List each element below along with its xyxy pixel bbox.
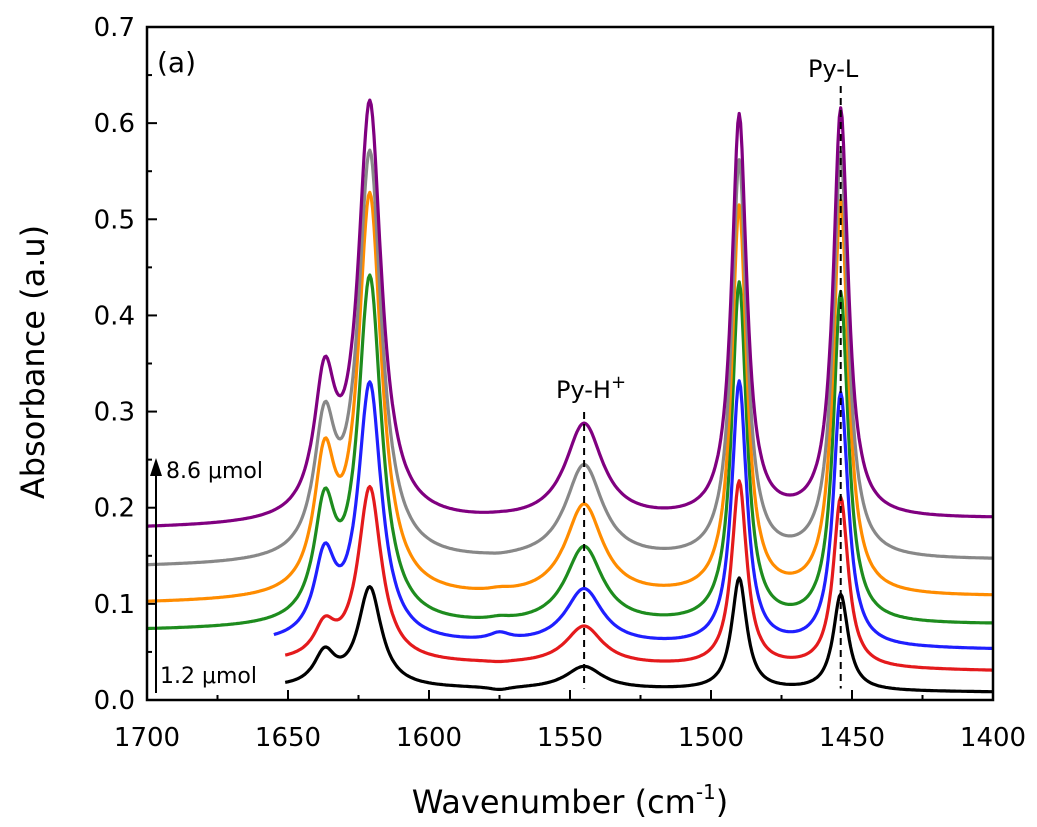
x-tick-label-1650: 1650 xyxy=(255,723,321,753)
series-line-2 xyxy=(284,479,994,672)
series-line-1 xyxy=(284,576,994,694)
annotation-py-h-sup: + xyxy=(611,372,626,393)
series-line-7 xyxy=(146,98,994,528)
annotation-py-l: Py-L xyxy=(808,55,859,83)
series-line-5 xyxy=(146,190,994,603)
x-tick-label-1550: 1550 xyxy=(537,723,603,753)
x-axis-title: Wavenumber (cm-1) xyxy=(412,780,729,821)
y-axis-title: Absorbance (a.u) xyxy=(14,225,52,499)
x-axis-title-sup: -1 xyxy=(696,780,716,804)
x-tick-label-1600: 1600 xyxy=(396,723,462,753)
x-tick-label-1500: 1500 xyxy=(678,723,744,753)
panel-label: (a) xyxy=(157,46,196,79)
y-tick-label-0: 0.0 xyxy=(94,686,135,716)
dashed-guides xyxy=(583,86,842,689)
arrow-head xyxy=(150,458,162,476)
y-tick-label-1: 0.1 xyxy=(94,590,135,620)
x-axis-title-close: ) xyxy=(716,783,728,821)
y-tick-label-6: 0.6 xyxy=(94,109,135,139)
y-tick-label-3: 0.3 xyxy=(94,398,135,428)
x-axis-title-text: Wavenumber (cm xyxy=(412,783,696,821)
y-tick-label-2: 0.2 xyxy=(94,494,135,524)
annotation-py-h: Py-H+ xyxy=(556,372,626,404)
y-tick-label-7: 0.7 xyxy=(94,13,135,43)
plot-frame xyxy=(145,25,995,702)
series-line-3 xyxy=(273,379,994,650)
x-tick-label-1700: 1700 xyxy=(114,723,180,753)
series-line-6 xyxy=(146,148,994,567)
y-axis-ticks: 0.0 0.1 0.2 0.3 0.4 0.5 0.6 0.7 xyxy=(94,13,157,716)
x-tick-label-1400: 1400 xyxy=(960,723,1026,753)
annotation-bottom-amount: 1.2 μmol xyxy=(160,664,257,689)
x-tick-label-1450: 1450 xyxy=(819,723,885,753)
y-tick-label-4: 0.4 xyxy=(94,301,135,331)
y-tick-label-5: 0.5 xyxy=(94,205,135,235)
annotation-py-h-text: Py-H xyxy=(556,376,611,404)
series-line-4 xyxy=(146,273,994,631)
x-axis-ticks: 1700 1650 1600 1550 1500 1450 1400 xyxy=(114,690,1026,753)
annotation-top-amount: 8.6 μmol xyxy=(166,459,263,484)
series-curves xyxy=(146,98,994,694)
series-arrow xyxy=(150,458,162,693)
